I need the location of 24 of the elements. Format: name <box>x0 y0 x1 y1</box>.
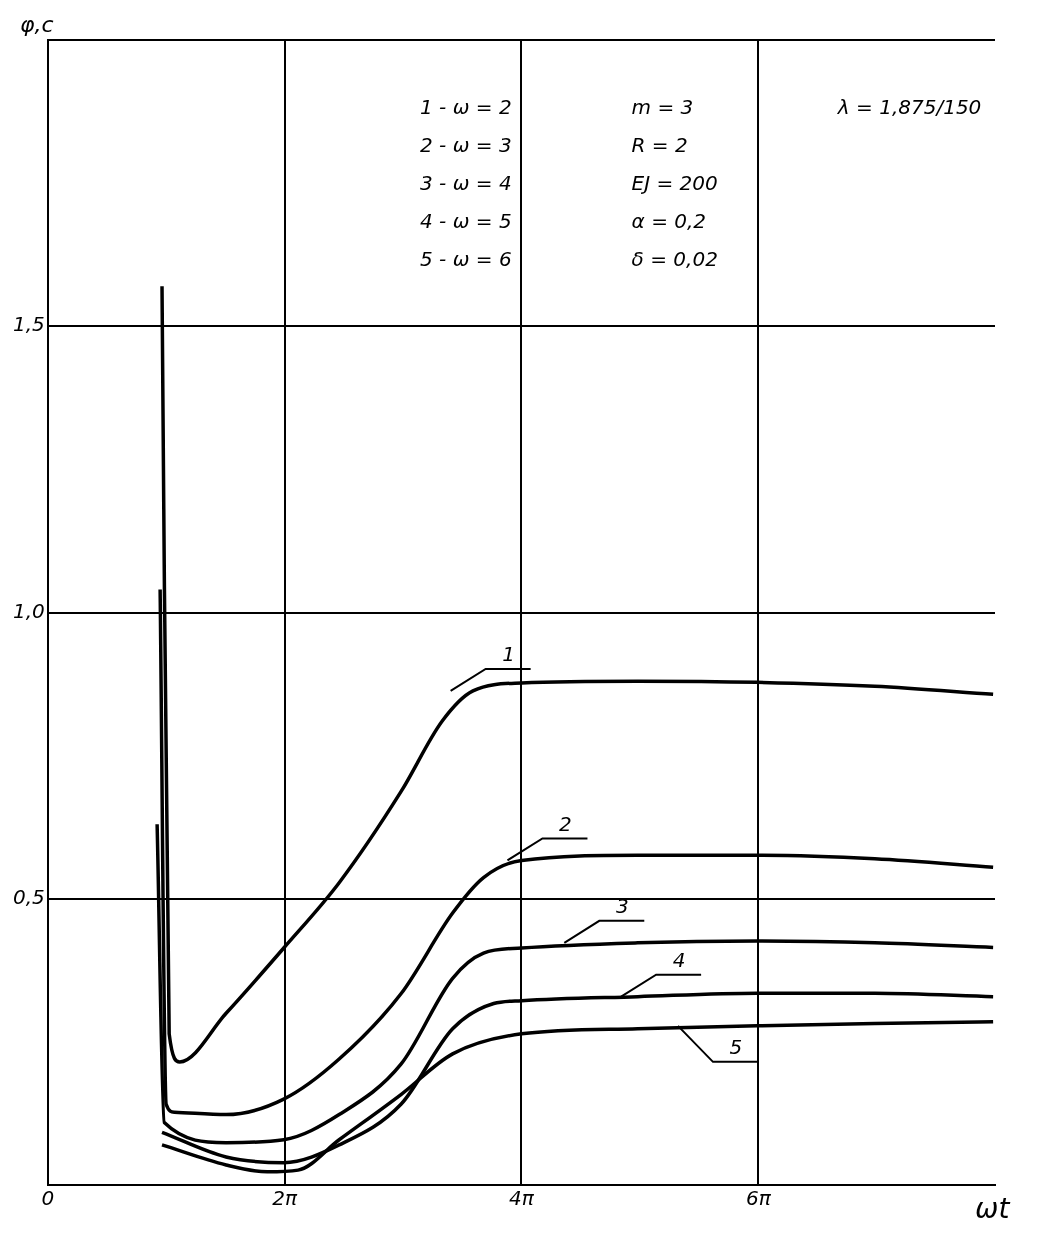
annotation: 4 - ω = 5 <box>420 209 512 233</box>
series-label: 1 <box>502 642 515 667</box>
series-label: 5 <box>729 1035 743 1060</box>
annotation: R = 2 <box>631 133 689 157</box>
x-tick-label: 0 <box>41 1186 55 1211</box>
annotation: α = 0,2 <box>631 209 708 233</box>
annotation: EJ = 200 <box>631 171 718 195</box>
series-label: 4 <box>672 947 686 972</box>
x-axis-title: ωt <box>975 1192 1010 1225</box>
x-tick-label: 4π <box>509 1186 535 1211</box>
annotation: 5 - ω = 6 <box>420 247 512 271</box>
series-label: 2 <box>559 811 572 836</box>
annotation: δ = 0,02 <box>631 247 718 271</box>
x-tick-label: 6π <box>745 1186 772 1211</box>
x-tick-label: 2π <box>272 1186 298 1211</box>
annotation: 3 - ω = 4 <box>420 171 512 195</box>
annotation: 1 - ω = 2 <box>420 95 512 119</box>
y-tick-label: 0,5 <box>12 884 45 909</box>
annotation: λ = 1,875/150 <box>837 95 982 119</box>
y-axis-title: φ,c <box>20 12 54 37</box>
y-tick-label: 1,5 <box>12 312 45 337</box>
y-tick-label: 1,0 <box>12 598 45 623</box>
annotation: m = 3 <box>631 95 695 119</box>
annotation: 2 - ω = 3 <box>420 133 512 157</box>
